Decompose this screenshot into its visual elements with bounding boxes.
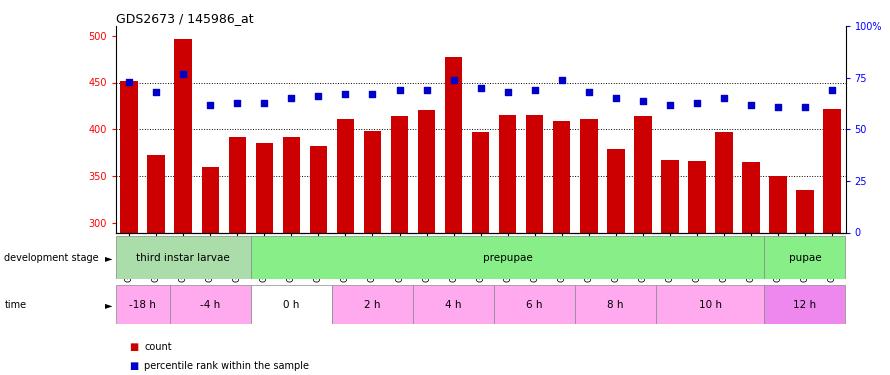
Bar: [797, 190, 813, 375]
Text: prepupae: prepupae: [482, 253, 532, 263]
Text: 10 h: 10 h: [699, 300, 722, 310]
Bar: [332, 285, 413, 324]
Bar: [120, 81, 138, 375]
Text: pupae: pupae: [789, 253, 821, 263]
Point: [176, 70, 190, 77]
Point: [203, 102, 217, 108]
Point: [663, 102, 677, 108]
Bar: [364, 131, 381, 375]
Bar: [553, 121, 570, 375]
Text: third instar larvae: third instar larvae: [136, 253, 231, 263]
Bar: [607, 149, 625, 375]
Point: [771, 104, 785, 110]
Point: [797, 104, 812, 110]
Text: ■: ■: [129, 342, 138, 352]
Point: [473, 85, 488, 91]
Point: [554, 77, 569, 83]
Text: 8 h: 8 h: [608, 300, 624, 310]
Bar: [116, 236, 251, 279]
Bar: [229, 137, 247, 375]
Bar: [823, 109, 841, 375]
Text: 12 h: 12 h: [793, 300, 816, 310]
Point: [716, 96, 731, 102]
Text: percentile rank within the sample: percentile rank within the sample: [144, 361, 309, 370]
Text: -18 h: -18 h: [129, 300, 156, 310]
Bar: [391, 116, 409, 375]
Point: [284, 96, 298, 102]
Bar: [417, 110, 435, 375]
Bar: [715, 132, 732, 375]
Point: [122, 79, 136, 85]
Bar: [494, 285, 575, 324]
Point: [338, 92, 352, 98]
Bar: [742, 162, 760, 375]
Point: [257, 100, 271, 106]
Point: [312, 93, 326, 99]
Bar: [116, 285, 170, 324]
Bar: [148, 154, 165, 375]
Text: -4 h: -4 h: [200, 300, 221, 310]
Bar: [336, 119, 354, 375]
Bar: [255, 144, 273, 375]
Point: [392, 87, 407, 93]
Text: ■: ■: [129, 361, 138, 370]
Text: ►: ►: [105, 253, 112, 263]
Text: 4 h: 4 h: [445, 300, 462, 310]
Text: time: time: [4, 300, 27, 310]
Bar: [472, 132, 490, 375]
Bar: [769, 176, 787, 375]
Bar: [283, 137, 300, 375]
Point: [500, 89, 514, 95]
Point: [690, 100, 704, 106]
Bar: [575, 285, 656, 324]
Bar: [688, 161, 706, 375]
Bar: [580, 119, 597, 375]
Point: [581, 89, 595, 95]
Text: 0 h: 0 h: [283, 300, 300, 310]
Text: count: count: [144, 342, 172, 352]
Point: [609, 96, 623, 102]
Text: GDS2673 / 145986_at: GDS2673 / 145986_at: [116, 12, 254, 25]
Text: ►: ►: [105, 300, 112, 310]
Point: [635, 98, 650, 104]
Bar: [765, 236, 846, 279]
Text: 2 h: 2 h: [364, 300, 381, 310]
Bar: [310, 146, 328, 375]
Point: [150, 89, 164, 95]
Point: [825, 87, 839, 93]
Bar: [526, 116, 544, 375]
Bar: [499, 116, 516, 375]
Bar: [661, 160, 678, 375]
Bar: [174, 39, 192, 375]
Point: [744, 102, 758, 108]
Point: [447, 77, 461, 83]
Bar: [170, 285, 251, 324]
Point: [528, 87, 542, 93]
Bar: [656, 285, 765, 324]
Bar: [445, 57, 463, 375]
Point: [366, 92, 380, 98]
Text: 6 h: 6 h: [526, 300, 543, 310]
Point: [231, 100, 245, 106]
Bar: [765, 285, 846, 324]
Bar: [634, 116, 651, 375]
Bar: [201, 167, 219, 375]
Bar: [413, 285, 494, 324]
Point: [419, 87, 433, 93]
Bar: [251, 285, 332, 324]
Bar: [251, 236, 765, 279]
Text: development stage: development stage: [4, 253, 99, 263]
